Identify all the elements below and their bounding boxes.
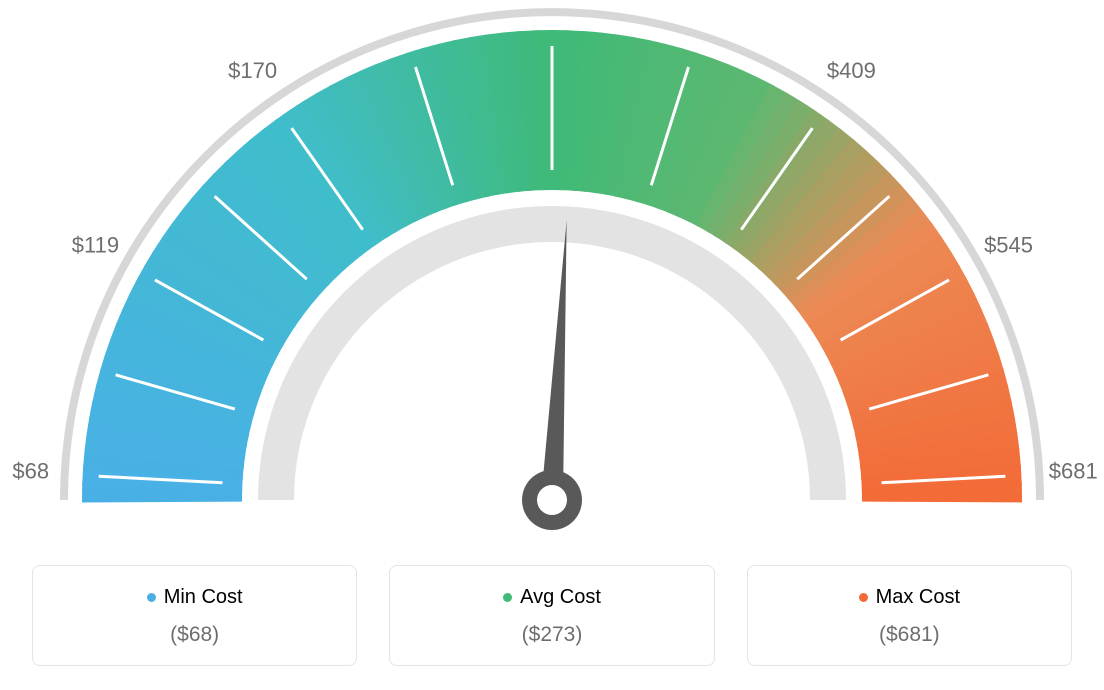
legend-min-label: Min Cost — [164, 586, 243, 609]
svg-text:$68: $68 — [12, 458, 49, 483]
legend-avg: Avg Cost ($273) — [389, 565, 714, 666]
legend-max-title: Max Cost — [859, 586, 960, 609]
legend-avg-value: ($273) — [400, 623, 703, 647]
legend-max-label: Max Cost — [876, 586, 960, 609]
legend-avg-title: Avg Cost — [503, 586, 601, 609]
legend-max-dot — [859, 593, 868, 602]
legend-max: Max Cost ($681) — [747, 565, 1072, 666]
legend-min-title: Min Cost — [147, 586, 243, 609]
legend-min-value: ($68) — [43, 623, 346, 647]
cost-gauge: $68$119$170$273$409$545$681 — [0, 0, 1104, 560]
legend-max-value: ($681) — [758, 623, 1061, 647]
legend-avg-label: Avg Cost — [520, 586, 601, 609]
svg-text:$681: $681 — [1049, 458, 1098, 483]
svg-text:$119: $119 — [72, 233, 119, 258]
svg-text:$409: $409 — [827, 58, 876, 83]
legend-min: Min Cost ($68) — [32, 565, 357, 666]
legend-avg-dot — [503, 593, 512, 602]
legend-row: Min Cost ($68) Avg Cost ($273) Max Cost … — [32, 565, 1072, 666]
svg-text:$545: $545 — [984, 233, 1033, 258]
legend-min-dot — [147, 593, 156, 602]
svg-text:$170: $170 — [228, 58, 277, 83]
